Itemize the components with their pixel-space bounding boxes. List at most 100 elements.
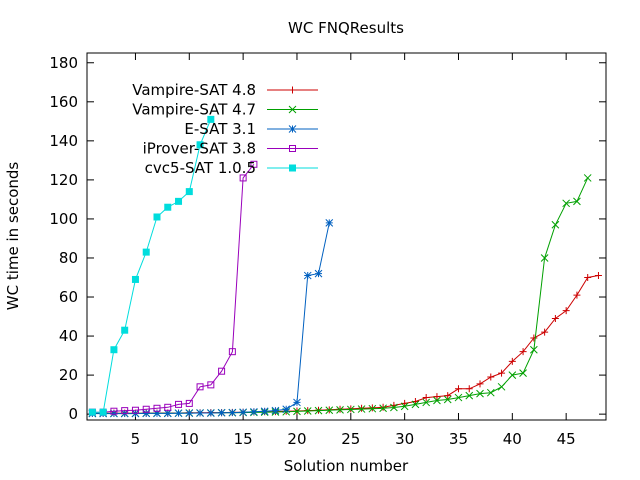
data-point [207,381,215,389]
data-point [175,197,183,205]
series-1 [88,272,602,417]
data-point [239,174,247,182]
legend-label: Vampire-SAT 4.8 [132,81,256,99]
data-point [454,385,462,393]
data-point [530,345,538,354]
y-tick-label: 180 [49,54,78,72]
data-point [196,383,204,391]
data-point [476,380,484,388]
x-tick-label: 30 [395,430,414,448]
data-point [314,406,323,415]
data-point [497,382,506,391]
legend-label: E-SAT 3.1 [184,120,256,138]
data-point [293,407,301,416]
data-point [390,403,398,412]
data-point [346,405,355,414]
data-point [153,404,161,412]
data-point [594,272,602,280]
data-point [175,400,183,408]
data-point [218,367,226,375]
data-point [228,408,237,417]
legend-marker [289,86,296,94]
data-point [551,220,560,229]
data-point [163,409,172,418]
data-point [358,404,366,412]
legend-entry: cvc5-SAT 1.0.5 [145,159,318,177]
data-point [110,409,118,418]
x-tick-label: 5 [131,430,141,448]
plot-frame [86,52,607,421]
data-point [196,409,204,417]
data-point [325,218,334,227]
data-point [282,405,291,414]
data-point [250,407,258,416]
data-point [379,404,387,413]
data-point [368,404,376,412]
x-tick-label: 40 [503,430,522,448]
y-tick-label: 140 [49,132,78,150]
data-point [368,404,377,413]
y-tick-label: 40 [59,327,78,345]
data-point [422,398,431,407]
series-line [92,177,589,414]
data-point [573,197,581,206]
data-point [164,203,172,211]
data-point [174,409,183,418]
data-point [551,314,559,322]
data-point [400,402,409,411]
data-point [271,406,280,415]
x-axis-label: Solution number [284,457,409,475]
series-4 [88,160,258,416]
data-point [487,373,495,381]
data-point [142,248,150,256]
legend-label: cvc5-SAT 1.0.5 [145,159,256,177]
legend-entry: E-SAT 3.1 [184,120,318,138]
data-point [185,188,193,196]
x-tick-label: 10 [180,430,199,448]
x-tick-label: 35 [449,430,468,448]
legend-label: iProver-SAT 3.8 [143,140,256,158]
data-point [454,393,463,402]
data-point [88,408,96,416]
data-point [443,395,452,404]
data-point [584,273,592,281]
y-tick-label: 80 [59,249,78,267]
chart-title: WC FNQResults [288,19,404,37]
y-axis-label: WC time in seconds [4,162,22,311]
data-point [336,405,344,414]
data-point [185,409,194,418]
data-point [110,407,118,415]
data-point [357,405,366,413]
data-point [131,406,139,414]
data-point [260,407,269,416]
data-point [530,334,538,342]
data-point [293,398,301,407]
data-point [239,408,247,417]
data-point [433,396,441,405]
legend-entry: iProver-SAT 3.8 [143,140,318,158]
data-point [185,399,193,407]
data-point [250,160,258,168]
y-tick-label: 100 [49,210,78,228]
data-point [562,307,570,315]
data-point [465,391,474,400]
legend-marker [289,164,296,172]
y-tick-label: 160 [49,93,78,111]
data-point [164,403,172,411]
series-5 [88,115,215,416]
data-point [206,409,215,417]
data-point [433,393,441,401]
data-point [325,406,334,415]
y-tick-label: 60 [59,288,78,306]
data-point [498,369,506,377]
data-point [444,392,452,400]
data-point [540,254,549,262]
x-tick-label: 45 [557,430,576,448]
data-point [573,291,581,299]
y-tick-label: 20 [59,366,78,384]
data-point [476,389,484,398]
legend-entry: Vampire-SAT 4.8 [132,81,318,99]
data-point [519,369,527,378]
data-point [465,385,473,393]
